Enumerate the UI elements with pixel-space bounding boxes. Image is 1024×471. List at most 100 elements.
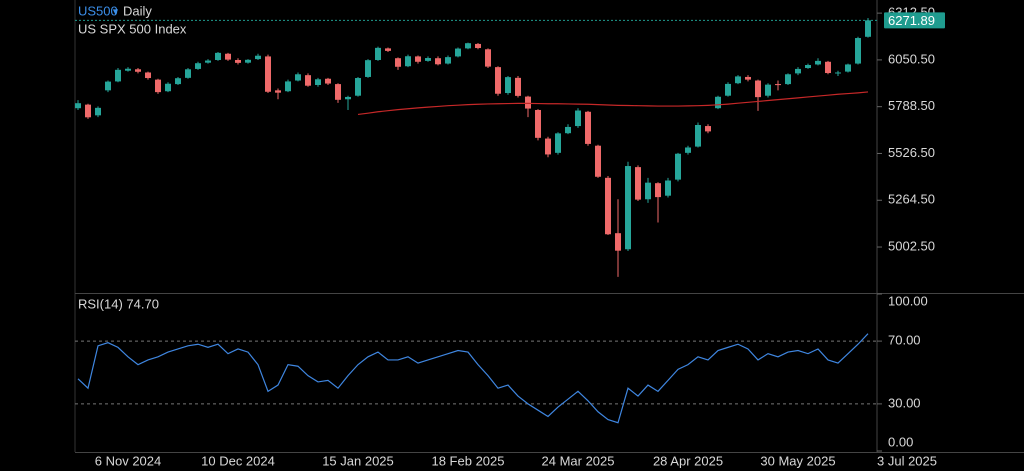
candle-body — [215, 52, 221, 60]
instrument-name: US SPX 500 Index — [78, 21, 187, 36]
candle-body — [85, 104, 91, 118]
candle-body — [815, 60, 821, 65]
candle-body — [835, 72, 841, 74]
candle-body — [405, 56, 411, 67]
candle-body — [665, 180, 671, 196]
candle-body — [565, 126, 571, 134]
candle-body — [135, 69, 141, 72]
candle-body — [855, 38, 861, 64]
candle-body — [225, 53, 231, 60]
y-tick-label: 5788.50 — [888, 98, 935, 113]
candle-body — [655, 183, 661, 198]
candle-body — [265, 56, 271, 92]
candle-body — [605, 177, 611, 235]
candle-body — [475, 43, 481, 49]
x-tick-label: 18 Feb 2025 — [431, 453, 504, 468]
candle-body — [445, 57, 451, 64]
candle-body — [435, 58, 441, 65]
rsi-line — [77, 333, 869, 424]
y-tick-label: 5526.50 — [888, 145, 935, 160]
candle-body — [315, 79, 321, 85]
candle-body — [535, 109, 541, 138]
x-tick-label: 28 Apr 2025 — [653, 453, 723, 468]
candle-body — [805, 64, 811, 69]
marks: 5002.505264.505526.505788.506050.506312.… — [75, 5, 937, 468]
candle-body — [635, 167, 641, 200]
candle-body — [595, 145, 601, 177]
candle-body — [275, 90, 281, 93]
candle-body — [205, 60, 211, 63]
candle-body — [75, 103, 81, 109]
candle-body — [545, 138, 551, 155]
moving-average — [357, 91, 869, 116]
candle-body — [105, 81, 111, 91]
y-tick-label: 70.00 — [888, 333, 921, 348]
candle-body — [735, 76, 741, 84]
candle-body — [295, 74, 301, 81]
candle-body — [495, 67, 501, 94]
y-tick-label: 0.00 — [888, 434, 913, 449]
candle-body — [485, 49, 491, 67]
last-price-label: 6271.89 — [888, 13, 935, 28]
candle-body — [415, 56, 421, 62]
candle-body — [525, 96, 531, 109]
candle-body — [615, 233, 621, 251]
candle-body — [795, 68, 801, 74]
y-tick-label: 100.00 — [888, 293, 928, 308]
y-tick-label: 6050.50 — [888, 51, 935, 66]
y-tick-label: 30.00 — [888, 395, 921, 410]
candle-body — [145, 72, 151, 79]
candle-body — [725, 83, 731, 96]
candle-body — [455, 48, 461, 57]
candle-body — [185, 69, 191, 78]
candle-body — [555, 133, 561, 153]
candle-body — [585, 111, 591, 144]
x-tick-label: 15 Jan 2025 — [322, 453, 394, 468]
candle-body — [765, 84, 771, 96]
candle-body — [115, 69, 121, 82]
candle-body — [515, 77, 521, 96]
candle-body — [95, 107, 101, 116]
candle-body — [465, 43, 471, 49]
interval[interactable]: Daily — [123, 3, 152, 18]
candle-body — [825, 61, 831, 74]
symbol[interactable]: US500 — [78, 3, 118, 18]
x-tick-label: 6 Nov 2024 — [95, 453, 162, 468]
y-tick-label: 5264.50 — [888, 192, 935, 207]
candle-body — [245, 59, 251, 63]
candle-body — [125, 68, 131, 71]
x-tick-label: 10 Dec 2024 — [201, 453, 275, 468]
candle-body — [375, 47, 381, 60]
candle-body — [385, 48, 391, 51]
candle-body — [345, 96, 351, 100]
candle-body — [685, 147, 691, 153]
candle-body — [505, 77, 511, 94]
x-tick-label: 24 Mar 2025 — [542, 453, 615, 468]
candle-body — [865, 20, 871, 37]
candle-body — [305, 75, 311, 86]
candle-body — [695, 124, 701, 147]
candle-body — [785, 74, 791, 85]
candle-body — [575, 110, 581, 127]
candle-body — [625, 166, 631, 250]
candle-body — [775, 84, 781, 86]
candle-body — [235, 59, 241, 63]
candle-body — [365, 60, 371, 77]
candle-body — [165, 83, 171, 92]
candle-body — [335, 84, 341, 100]
candle-body — [675, 153, 681, 180]
x-tick-label: 3 Jul 2025 — [877, 453, 937, 468]
candle-body — [715, 96, 721, 109]
candle-body — [845, 64, 851, 72]
candle-body — [285, 81, 291, 92]
candle-body — [755, 80, 761, 98]
candle-body — [355, 78, 361, 96]
candle-body — [745, 76, 751, 80]
candle-body — [255, 55, 261, 60]
dropdown-icon[interactable]: ▼ — [111, 6, 120, 16]
candle-body — [325, 78, 331, 84]
rsi-title: RSI(14) 74.70 — [78, 296, 159, 311]
candle-body — [395, 58, 401, 67]
